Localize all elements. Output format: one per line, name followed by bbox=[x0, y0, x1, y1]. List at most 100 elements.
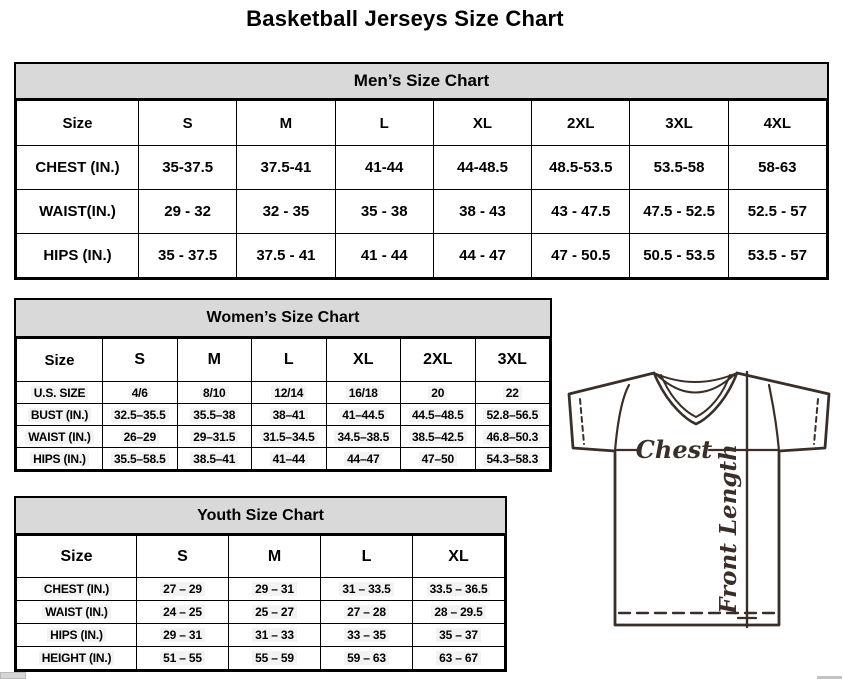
size-value-cell: 54.3–58.3 bbox=[474, 447, 550, 470]
column-header: S bbox=[102, 338, 178, 382]
column-header: 3XL bbox=[474, 338, 550, 382]
womens-size-table: Women’s Size Chart Size S M L XL 2XL 3XL U.S. … bbox=[14, 298, 552, 472]
womens-table-grid: Size S M L XL 2XL 3XL U.S. SIZE 4/6 8/10 12/14 16/… bbox=[16, 338, 550, 470]
column-header: Size bbox=[16, 535, 137, 578]
womens-table-caption: Women’s Size Chart bbox=[16, 300, 550, 338]
mens-table-grid: Size S M L XL 2XL 3XL 4XL CHEST (IN.) 35-37.5 37.… bbox=[16, 100, 828, 278]
size-value-cell: 38–41 bbox=[251, 403, 327, 426]
row-label: BUST (IN.) bbox=[16, 403, 103, 426]
men-data-row: WAIST(IN.) 29 - 32 32 - 35 35 - 38 38 - 43 43… bbox=[16, 189, 828, 234]
size-value-cell: 31 – 33.5 bbox=[320, 577, 413, 601]
row-label: CHEST (IN.) bbox=[16, 145, 139, 190]
size-value-cell: 47.5 - 52.5 bbox=[629, 189, 729, 234]
column-header: L bbox=[320, 535, 413, 578]
column-header: 4XL bbox=[727, 100, 828, 146]
women-data-row: U.S. SIZE 4/6 8/10 12/14 16/18 20 22 bbox=[16, 381, 550, 404]
size-value-cell: 35 – 37 bbox=[412, 623, 505, 647]
men-data-row: CHEST (IN.) 35-37.5 37.5-41 41-44 44-48.5 48.… bbox=[16, 145, 828, 190]
size-value-cell: 48.5-53.5 bbox=[531, 145, 631, 190]
size-value-cell: 32.5–35.5 bbox=[102, 403, 178, 426]
size-value-cell: 38.5–42.5 bbox=[400, 425, 476, 448]
women-header-row: Size S M L XL 2XL 3XL bbox=[16, 338, 550, 382]
size-value-cell: 44–47 bbox=[325, 447, 401, 470]
size-value-cell: 41-44 bbox=[334, 145, 434, 190]
left-cuff-dashed-seam bbox=[579, 398, 585, 445]
row-label: WAIST (IN.) bbox=[16, 600, 137, 624]
column-header: M bbox=[228, 535, 321, 578]
men-data-row: HIPS (IN.) 35 - 37.5 37.5 - 41 41 - 44 44 - … bbox=[16, 233, 828, 278]
size-value-cell: 38 - 43 bbox=[432, 189, 533, 234]
size-value-cell: 32 - 35 bbox=[236, 189, 336, 234]
size-value-cell: 35-37.5 bbox=[137, 145, 238, 190]
row-label: HIPS (IN.) bbox=[16, 623, 137, 647]
size-value-cell: 41 - 44 bbox=[334, 233, 434, 278]
size-value-cell: 31 – 33 bbox=[228, 623, 321, 647]
collar-back-arc-1 bbox=[653, 372, 738, 383]
women-data-row: BUST (IN.) 32.5–35.5 35.5–38 38–41 41–44.5 44… bbox=[16, 403, 550, 426]
size-value-cell: 51 – 55 bbox=[136, 646, 229, 670]
size-value-cell: 33.5 – 36.5 bbox=[412, 577, 505, 601]
size-value-cell: 31.5–34.5 bbox=[251, 425, 327, 448]
youth-data-row: CHEST (IN.) 27 – 29 29 – 31 31 – 33.5 33.5 –… bbox=[16, 577, 505, 601]
size-value-cell: 52.8–56.5 bbox=[474, 403, 550, 426]
row-label: HIPS (IN.) bbox=[16, 233, 139, 278]
youth-header-row: Size S M L XL bbox=[16, 535, 505, 578]
size-value-cell: 52.5 - 57 bbox=[727, 189, 828, 234]
right-armhole-seam bbox=[767, 383, 781, 453]
jersey-measurement-diagram: Chest Front Length bbox=[556, 361, 843, 663]
size-value-cell: 59 – 63 bbox=[320, 646, 413, 670]
scrollbar-fragment-right[interactable] bbox=[817, 676, 842, 679]
youth-table-grid: Size S M L XL CHEST (IN.) 27 – 29 29 – 31 31 – … bbox=[16, 535, 505, 670]
size-value-cell: 28 – 29.5 bbox=[412, 600, 505, 624]
column-header: S bbox=[137, 100, 238, 146]
size-value-cell: 25 – 27 bbox=[228, 600, 321, 624]
size-value-cell: 27 – 28 bbox=[320, 600, 413, 624]
collar-outer-v bbox=[652, 371, 739, 426]
size-value-cell: 41–44.5 bbox=[325, 403, 401, 426]
men-header-row: Size S M L XL 2XL 3XL 4XL bbox=[16, 100, 828, 146]
size-value-cell: 44.5–48.5 bbox=[400, 403, 476, 426]
row-label: WAIST(IN.) bbox=[16, 189, 139, 234]
size-value-cell: 35 - 37.5 bbox=[137, 233, 238, 278]
size-value-cell: 47–50 bbox=[400, 447, 476, 470]
size-value-cell: 27 – 29 bbox=[136, 577, 229, 601]
size-value-cell: 29 – 31 bbox=[228, 577, 321, 601]
size-value-cell: 37.5 - 41 bbox=[236, 233, 336, 278]
size-value-cell: 29 - 32 bbox=[137, 189, 238, 234]
column-header: L bbox=[251, 338, 327, 382]
size-value-cell: 20 bbox=[400, 381, 476, 404]
youth-data-row: HEIGHT (IN.) 51 – 55 55 – 59 59 – 63 63 – 67 bbox=[16, 646, 505, 670]
size-value-cell: 22 bbox=[474, 381, 550, 404]
scrollbar-fragment-left[interactable] bbox=[0, 672, 26, 679]
size-value-cell: 43 - 47.5 bbox=[531, 189, 631, 234]
size-value-cell: 46.8–50.3 bbox=[474, 425, 550, 448]
front-length-label: Front Length bbox=[715, 444, 742, 615]
row-label: HIPS (IN.) bbox=[16, 447, 103, 470]
size-value-cell: 29–31.5 bbox=[176, 425, 252, 448]
column-header: 3XL bbox=[629, 100, 729, 146]
women-data-row: HIPS (IN.) 35.5–58.5 38.5–41 41–44 44–47 47–5… bbox=[16, 447, 550, 470]
collar-back-arc-2 bbox=[655, 373, 736, 394]
column-header: XL bbox=[432, 100, 533, 146]
size-value-cell: 38.5–41 bbox=[176, 447, 252, 470]
youth-data-row: HIPS (IN.) 29 – 31 31 – 33 33 – 35 35 – 37 bbox=[16, 623, 505, 647]
row-label: WAIST (IN.) bbox=[16, 425, 103, 448]
size-value-cell: 37.5-41 bbox=[236, 145, 336, 190]
size-value-cell: 8/10 bbox=[176, 381, 252, 404]
column-header: S bbox=[136, 535, 229, 578]
youth-table-caption: Youth Size Chart bbox=[16, 498, 505, 535]
row-label: HEIGHT (IN.) bbox=[16, 646, 137, 670]
size-value-cell: 16/18 bbox=[325, 381, 401, 404]
column-header: M bbox=[236, 100, 336, 146]
column-header: 2XL bbox=[531, 100, 631, 146]
size-value-cell: 33 – 35 bbox=[320, 623, 413, 647]
size-value-cell: 35.5–38 bbox=[176, 403, 252, 426]
size-value-cell: 26–29 bbox=[102, 425, 178, 448]
size-value-cell: 53.5 - 57 bbox=[727, 233, 828, 278]
size-value-cell: 41–44 bbox=[251, 447, 327, 470]
size-value-cell: 12/14 bbox=[251, 381, 327, 404]
column-header: M bbox=[176, 338, 252, 382]
size-value-cell: 4/6 bbox=[102, 381, 178, 404]
column-header: Size bbox=[16, 100, 139, 146]
column-header: 2XL bbox=[400, 338, 476, 382]
